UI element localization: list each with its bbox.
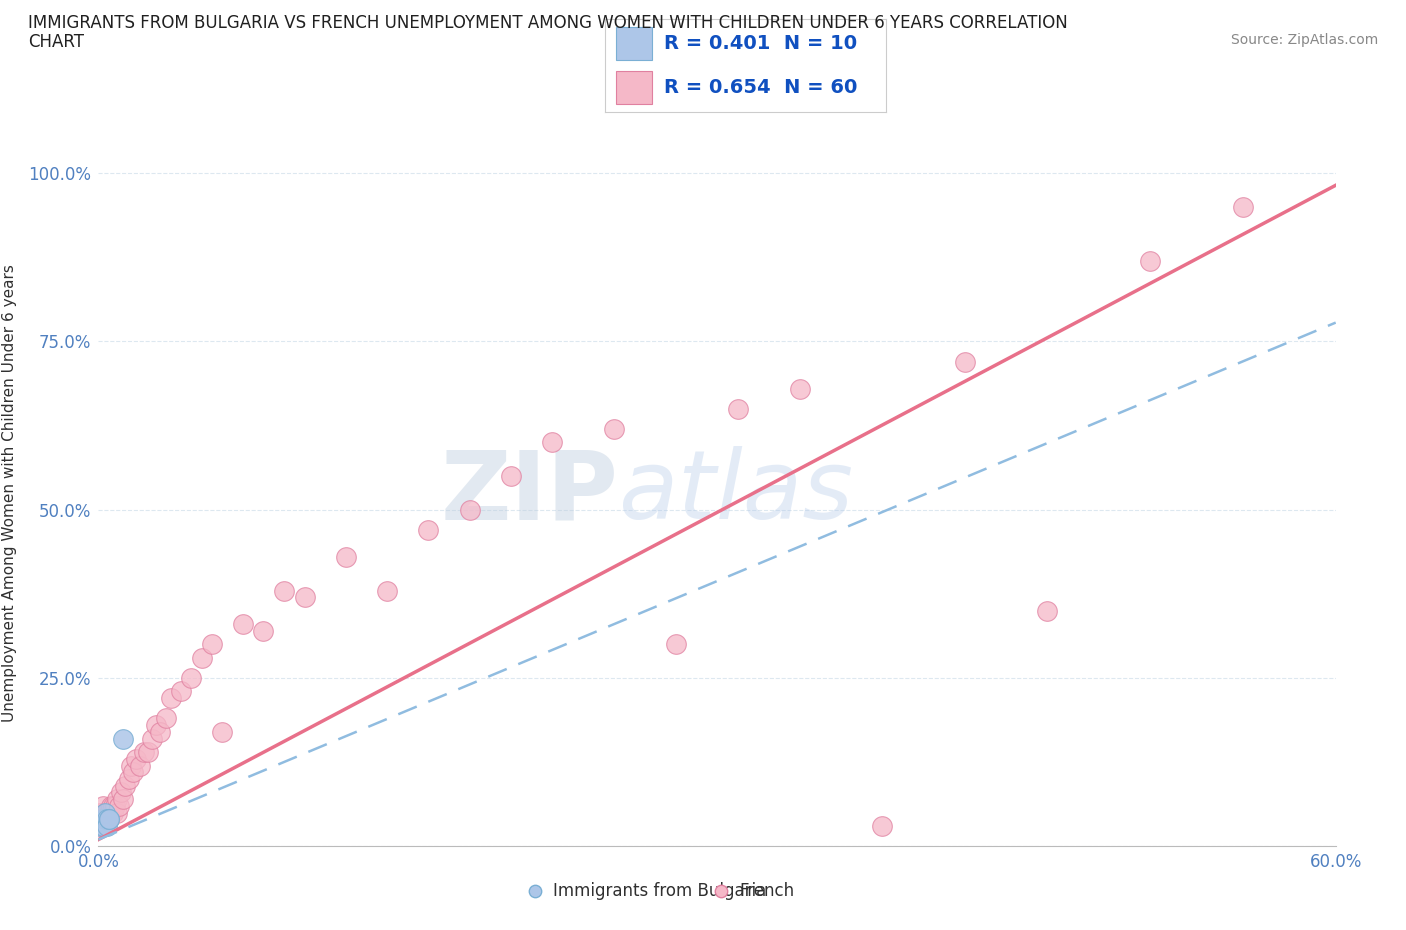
Point xyxy=(93,805,115,820)
Point xyxy=(232,617,254,631)
Point xyxy=(541,435,564,450)
Point xyxy=(141,731,163,746)
Text: ZIP: ZIP xyxy=(440,446,619,539)
Point xyxy=(104,799,127,814)
Point xyxy=(1232,199,1254,214)
Point xyxy=(97,812,120,827)
Point xyxy=(89,818,111,833)
Point xyxy=(96,812,118,827)
Bar xyxy=(616,71,652,104)
Text: French: French xyxy=(740,882,794,900)
Text: Immigrants from Bulgaria: Immigrants from Bulgaria xyxy=(553,882,766,900)
Point xyxy=(170,684,193,699)
Point xyxy=(122,764,145,779)
Point xyxy=(97,812,120,827)
Text: Source: ZipAtlas.com: Source: ZipAtlas.com xyxy=(1230,33,1378,46)
Point xyxy=(91,818,114,833)
Point xyxy=(96,818,118,833)
Point xyxy=(870,818,893,833)
Point xyxy=(96,812,118,827)
Point xyxy=(114,778,136,793)
Point xyxy=(100,805,122,820)
Bar xyxy=(616,27,652,60)
Point xyxy=(603,421,626,436)
Point xyxy=(190,650,212,665)
Text: IMMIGRANTS FROM BULGARIA VS FRENCH UNEMPLOYMENT AMONG WOMEN WITH CHILDREN UNDER : IMMIGRANTS FROM BULGARIA VS FRENCH UNEMP… xyxy=(28,14,1069,32)
Point xyxy=(112,791,135,806)
Text: atlas: atlas xyxy=(619,446,853,539)
Point xyxy=(112,731,135,746)
Point xyxy=(105,791,128,806)
Point xyxy=(180,671,202,685)
Point xyxy=(105,805,128,820)
Point xyxy=(101,805,124,820)
Point xyxy=(953,354,976,369)
Point xyxy=(120,758,142,773)
Point xyxy=(727,402,749,417)
Point xyxy=(91,812,114,827)
Point xyxy=(201,637,224,652)
Point xyxy=(93,812,115,827)
Point xyxy=(273,583,295,598)
Point xyxy=(499,469,522,484)
Point xyxy=(1036,604,1059,618)
Point xyxy=(789,381,811,396)
Point xyxy=(97,812,120,827)
Point xyxy=(136,745,159,760)
Point xyxy=(96,812,118,827)
Point xyxy=(96,805,118,820)
Point xyxy=(91,812,114,827)
Point xyxy=(93,805,115,820)
Point xyxy=(159,691,181,706)
Point xyxy=(91,799,114,814)
Point xyxy=(145,718,167,733)
Point xyxy=(1139,253,1161,268)
Point xyxy=(93,818,115,833)
Point xyxy=(132,745,155,760)
Point xyxy=(252,623,274,638)
Point xyxy=(108,799,131,814)
Point xyxy=(155,711,177,725)
Point xyxy=(100,799,122,814)
Point xyxy=(149,724,172,739)
Text: R = 0.654  N = 60: R = 0.654 N = 60 xyxy=(664,78,858,97)
Point xyxy=(375,583,398,598)
Point xyxy=(110,785,132,800)
Point xyxy=(97,805,120,820)
Point xyxy=(124,751,146,766)
Point xyxy=(335,550,357,565)
Point xyxy=(91,818,114,833)
Text: CHART: CHART xyxy=(28,33,84,50)
Point xyxy=(118,772,141,787)
Point xyxy=(294,590,316,604)
Text: R = 0.401  N = 10: R = 0.401 N = 10 xyxy=(664,34,856,53)
Point xyxy=(128,758,150,773)
Point xyxy=(418,523,440,538)
Point xyxy=(665,637,688,652)
Point xyxy=(458,502,481,517)
Point xyxy=(825,714,848,729)
Point xyxy=(89,818,111,833)
Point xyxy=(101,799,124,814)
Y-axis label: Unemployment Among Women with Children Under 6 years: Unemployment Among Women with Children U… xyxy=(3,264,17,722)
Point xyxy=(93,812,115,827)
Point xyxy=(211,724,233,739)
Point xyxy=(89,805,111,820)
